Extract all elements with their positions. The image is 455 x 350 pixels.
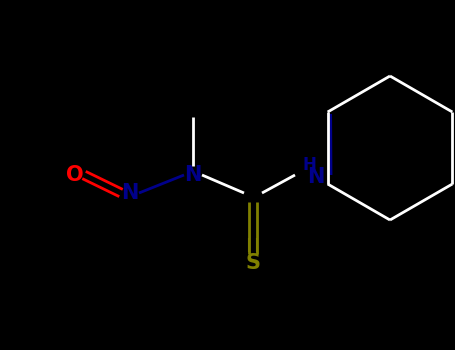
- Text: S: S: [246, 253, 261, 273]
- Text: N: N: [307, 167, 325, 187]
- Text: N: N: [121, 183, 139, 203]
- Text: O: O: [66, 165, 84, 185]
- Text: N: N: [184, 165, 202, 185]
- Text: H: H: [302, 156, 316, 174]
